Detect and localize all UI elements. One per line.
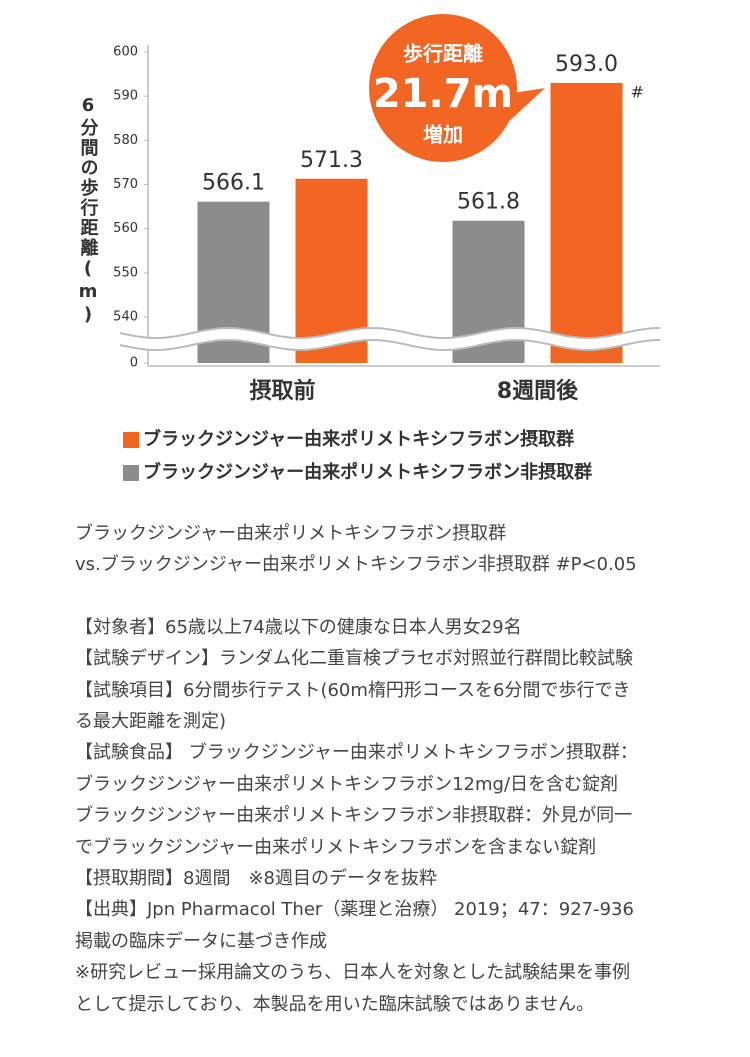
note-line: 【摂取期間】8週間 ※8週目のデータを抜粋 [75, 868, 437, 890]
value-label: 561.8 [457, 190, 520, 215]
y-tick-label: 550 [113, 265, 138, 280]
note-line: 【試験食品】 ブラックジンジャー由来ポリメトキシフラボン摂取群： [75, 742, 638, 764]
x-tick-label: 摂取前 [249, 378, 315, 404]
note-line: 【出典】Jpn Pharmacol Ther（薬理と治療） 2019；47：92… [75, 899, 634, 921]
x-tick-label: 8週間後 [497, 378, 579, 404]
y-tick-label: 0 [130, 356, 138, 371]
note-line: ブラックジンジャー由来ポリメトキシフラボン非摂取群：外見が同一 [75, 805, 633, 827]
legend-swatch [123, 465, 139, 481]
note-line: でブラックジンジャー由来ポリメトキシフラボンを含まない錠剤 [75, 836, 597, 858]
annotation-text: 歩行距離 [403, 42, 483, 66]
annotation-bubble [369, 14, 517, 162]
note-line: 【試験項目】6分間歩行テスト(60m楕円形コースを6分間で歩行でき [75, 679, 631, 701]
legend-label: ブラックジンジャー由来ポリメトキシフラボン非摂取群 [143, 461, 592, 483]
note-line: 【対象者】65歳以上74歳以下の健康な日本人男女29名 [75, 616, 522, 638]
value-label: 571.3 [300, 148, 363, 173]
legend-swatch [123, 432, 139, 448]
axis-break-line [119, 338, 661, 352]
y-tick-label: 580 [113, 133, 138, 148]
y-tick-label: 540 [113, 310, 138, 325]
note-line: として提示しており、本製品を用いた臨床試験ではありません。 [75, 993, 595, 1015]
y-tick-label: 560 [113, 221, 138, 236]
note-line: 掲載の臨床データに基づき作成 [75, 930, 327, 952]
note-line: ※研究レビュー採用論文のうち、日本人を対象とした試験結果を事例 [75, 962, 631, 984]
y-axis-label: 6分間の歩行距離(m) [78, 95, 100, 327]
note-line: ブラックジンジャー由来ポリメトキシフラボン12mg/日を含む錠剤 [75, 773, 619, 795]
note-line: る最大距離を測定) [75, 711, 227, 733]
bar [550, 82, 623, 364]
note-line: vs.ブラックジンジャー由来ポリメトキシフラボン非摂取群 #P<0.05 [75, 554, 637, 576]
y-tick-label: 600 [113, 45, 138, 60]
chart: 6分間の歩行距離(m) 0 540 550 560 570 580 590 600 摂取前 566… [78, 14, 661, 483]
annotation-text: 増加 [423, 123, 463, 147]
note-line: ブラックジンジャー由来ポリメトキシフラボン摂取群 [75, 523, 507, 544]
value-label: 566.1 [202, 171, 265, 196]
axis-break [120, 328, 660, 350]
value-label: 593.0 [555, 52, 618, 77]
annotation-text: 21.7m [373, 71, 513, 117]
notes: ブラックジンジャー由来ポリメトキシフラボン摂取群 vs.ブラックジンジャー由来ポリ… [75, 518, 638, 1020]
legend-label: ブラックジンジャー由来ポリメトキシフラボン摂取群 [143, 428, 574, 450]
note-line: 【試験デザイン】ランダム化二重盲検プラセボ対照並行群間比較試験 [75, 648, 633, 670]
significance-mark: # [631, 82, 644, 101]
y-tick-label: 590 [113, 89, 138, 104]
y-tick-label: 570 [113, 177, 138, 192]
axis-break-line [119, 326, 661, 340]
